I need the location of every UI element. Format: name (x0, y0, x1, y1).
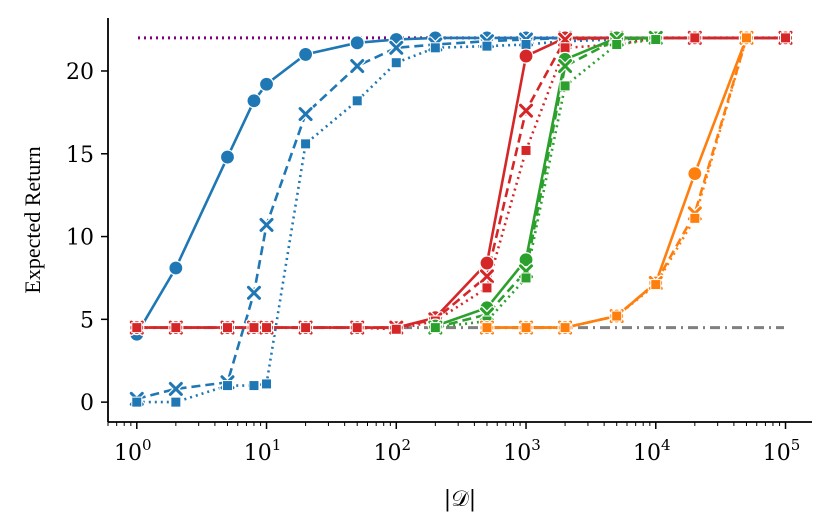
red-square-point (170, 322, 182, 334)
axes (107, 18, 812, 423)
orange-cross-series (487, 37, 748, 329)
red-square-point (390, 323, 402, 335)
red-cross-series (136, 36, 786, 329)
blue-square-point (481, 40, 493, 52)
y-tick-label: 20 (66, 60, 94, 85)
orange-circle-series (487, 37, 748, 329)
red-square-point (559, 42, 571, 54)
red-square-series (136, 36, 786, 331)
y-tick-label: 10 (66, 226, 94, 251)
red-cross-point (479, 269, 494, 284)
green-cross-point (558, 59, 573, 74)
blue-cross-point (350, 59, 365, 74)
red-square-point (780, 32, 792, 44)
blue-circle-point (246, 93, 262, 109)
red-circle-point (479, 255, 495, 271)
blue-square-point (300, 138, 312, 150)
y-axis-label: Expected Return (20, 146, 45, 293)
blue-circle-point (297, 46, 314, 63)
orange-cross-line (487, 37, 748, 329)
orange-square-point (740, 32, 752, 44)
red-square-point (248, 322, 260, 334)
blue-cross-point (168, 381, 183, 396)
blue-circle-point (349, 35, 365, 51)
green-square-point (611, 38, 623, 50)
x-tick-label: 102 (374, 436, 412, 466)
blue-circle-point (219, 149, 236, 165)
orange-square-series (487, 37, 748, 329)
blue-cross-point (389, 40, 404, 55)
blue-circle-markers (129, 30, 794, 342)
blue-square-point (520, 38, 532, 50)
y-tick-label: 15 (66, 143, 94, 168)
y-tick-label: 5 (80, 308, 94, 333)
blue-square-point (390, 57, 402, 69)
red-square-point (351, 322, 363, 334)
orange-circle-point (687, 166, 703, 182)
orange-square-point (611, 310, 623, 322)
x-tick-label: 101 (244, 436, 282, 466)
green-square-point (650, 34, 662, 46)
red-square-point (689, 32, 701, 44)
orange-square-point (689, 212, 701, 224)
red-square-line (136, 36, 786, 331)
red-cross-point (519, 103, 534, 118)
red-square-point (300, 322, 312, 334)
red-square-point (261, 322, 273, 334)
red-square-point (481, 282, 493, 294)
blue-square-point (131, 396, 143, 408)
green-circle-point (518, 252, 534, 268)
red-circle-series (136, 36, 786, 329)
green-square-point (520, 272, 532, 284)
x-tick-label: 103 (503, 436, 541, 466)
green-square-point (429, 322, 441, 334)
red-square-point (131, 322, 143, 334)
red-square-point (520, 144, 532, 156)
orange-square-point (650, 279, 662, 291)
blue-circle-point (168, 260, 184, 276)
x-tick-label: 105 (763, 436, 801, 466)
orange-square-point (520, 322, 532, 334)
red-cross-line (136, 36, 786, 329)
x-axis-label: |𝒟| (444, 487, 476, 512)
blue-square-point (351, 95, 363, 107)
orange-square-line (487, 37, 748, 329)
orange-square-markers (481, 32, 752, 334)
green-square-point (559, 80, 571, 92)
orange-circle-line (487, 37, 748, 329)
y-tick-label: 0 (80, 391, 94, 416)
red-circle-line (136, 36, 786, 329)
blue-cross-point (246, 285, 261, 300)
blue-square-point (261, 378, 273, 390)
blue-square-point (429, 42, 441, 54)
orange-square-point (481, 322, 493, 334)
orange-square-point (559, 322, 571, 334)
blue-circle-point (258, 76, 275, 92)
red-square-point (221, 322, 233, 334)
x-tick-label: 104 (633, 436, 671, 466)
blue-square-point (221, 380, 233, 392)
x-tick-label: 100 (114, 436, 152, 466)
blue-cross-point (298, 107, 313, 122)
plot-area (128, 29, 794, 408)
blue-square-point (170, 396, 182, 408)
blue-cross-point (259, 217, 274, 232)
blue-square-point (248, 380, 260, 392)
red-circle-point (518, 48, 534, 64)
